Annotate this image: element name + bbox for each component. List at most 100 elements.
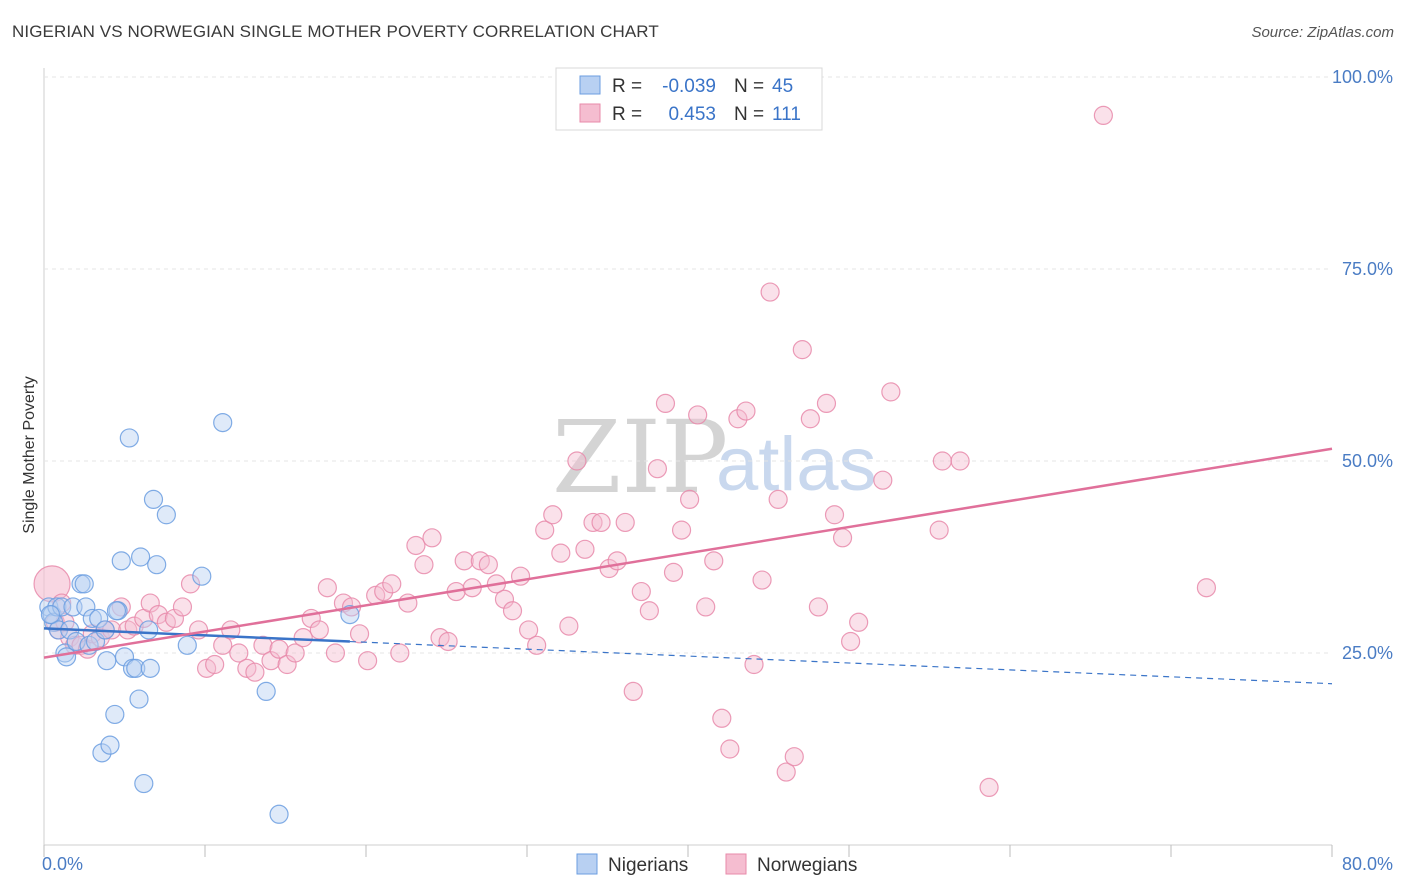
point-nigerians [52, 597, 72, 617]
y-tick-label: 100.0% [1332, 67, 1393, 87]
point-norwegians [720, 739, 740, 759]
point-norwegians [760, 282, 780, 302]
point-norwegians [881, 382, 901, 402]
point-norwegians [325, 643, 346, 663]
legend-r-label-2: R = [612, 104, 642, 125]
point-nigerians [256, 681, 276, 702]
point-norwegians [680, 489, 700, 509]
point-norwegians [792, 340, 812, 360]
point-norwegians [849, 612, 869, 632]
point-norwegians [1196, 578, 1217, 598]
point-norwegians [253, 635, 273, 655]
watermark-atlas: atlas [716, 422, 877, 507]
point-nigerians [76, 597, 96, 617]
point-norwegians [349, 624, 370, 644]
point-norwegians [414, 555, 434, 575]
point-nigerians [100, 735, 120, 755]
point-norwegians [712, 708, 732, 728]
point-nigerians [40, 604, 61, 625]
y-tick-label: 25.0% [1342, 643, 1393, 663]
point-norwegians [172, 597, 193, 617]
point-norwegians [309, 620, 329, 640]
y-axis-label: Single Mother Poverty [21, 376, 38, 533]
point-norwegians [422, 528, 442, 548]
bottom-legend-nigerians: Nigerians [608, 855, 688, 876]
point-nigerians [139, 620, 159, 640]
legend-n-label-2: N = [734, 104, 764, 125]
point-norwegians [358, 651, 378, 671]
y-tick-labels: 25.0% 50.0% 75.0% 100.0% [1332, 67, 1393, 663]
point-nigerians [131, 547, 151, 567]
point-norwegians [535, 520, 555, 540]
legend-r-label-1: R = [612, 76, 642, 97]
point-norwegians [744, 654, 764, 675]
point-norwegians [269, 639, 289, 659]
point-norwegians [293, 628, 313, 648]
point-norwegians [374, 581, 394, 602]
point-norwegians [832, 528, 853, 548]
point-norwegians [655, 393, 676, 413]
point-norwegians [390, 643, 410, 663]
point-norwegians [824, 505, 845, 525]
point-norwegians [932, 451, 952, 471]
point-norwegians [623, 681, 643, 702]
trend-lines [43, 447, 1333, 685]
point-norwegians [950, 451, 970, 471]
point-norwegians [285, 643, 305, 663]
point-norwegians [663, 562, 684, 582]
point-norwegians [180, 574, 201, 594]
point-norwegians [776, 762, 796, 782]
point-nigerians [140, 658, 160, 678]
point-nigerians [74, 574, 94, 594]
point-norwegians [527, 635, 547, 655]
point-nigerians [89, 608, 109, 629]
x-ticks [43, 845, 1333, 857]
point-nigerians [92, 743, 112, 763]
point-norwegians [615, 512, 635, 533]
legend-n-value-2: 111 [772, 104, 801, 125]
point-norwegians [752, 570, 772, 590]
legend-n-value-1: 45 [772, 76, 793, 97]
point-nigerians [143, 489, 164, 509]
point-norwegians [929, 520, 949, 540]
point-nigerians [47, 597, 67, 617]
point-norwegians [704, 551, 724, 571]
point-norwegians [33, 565, 71, 603]
point-norwegians [502, 601, 523, 621]
point-norwegians [229, 643, 249, 663]
point-norwegians [543, 505, 563, 525]
point-norwegians [1093, 105, 1113, 126]
point-norwegians [808, 597, 829, 617]
y-tick-label: 50.0% [1342, 451, 1393, 471]
point-norwegians [979, 777, 999, 798]
point-norwegians [696, 597, 716, 617]
legend-n-label-1: N = [734, 76, 764, 97]
point-nigerians [56, 647, 77, 667]
bottom-legend-norwegians: Norwegians [757, 855, 857, 876]
point-norwegians [519, 620, 539, 640]
bottom-legend: Nigerians Norwegians [576, 853, 857, 876]
point-norwegians [639, 601, 659, 621]
gridlines [44, 76, 1332, 654]
point-norwegians [768, 489, 788, 509]
point-nigerians [177, 635, 197, 655]
point-norwegians [567, 451, 587, 471]
point-norwegians [317, 578, 337, 598]
point-nigerians [213, 413, 233, 433]
legend-swatch-norwegians [579, 103, 601, 123]
point-nigerians [126, 658, 146, 678]
point-nigerians [134, 773, 154, 794]
point-norwegians [591, 512, 611, 533]
point-nigerians [156, 505, 176, 525]
point-norwegians [148, 604, 168, 625]
trend-line-nigerians-dashed [349, 640, 1333, 685]
point-norwegians [671, 520, 692, 540]
point-nigerians [119, 428, 139, 448]
point-norwegians [454, 551, 474, 571]
point-norwegians [631, 581, 651, 602]
x-tick-label-max: 80.0% [1342, 854, 1393, 874]
point-norwegians [205, 654, 225, 675]
point-norwegians [647, 459, 668, 479]
point-norwegians [382, 574, 402, 594]
legend-r-value-2: 0.453 [668, 104, 716, 125]
